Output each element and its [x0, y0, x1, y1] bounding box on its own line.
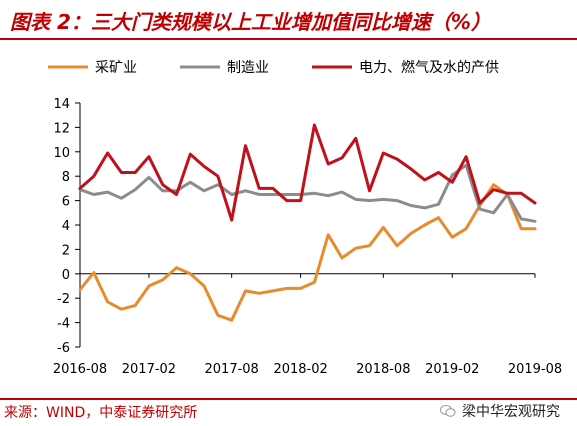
legend-label: 制造业 — [227, 60, 269, 76]
y-tick-label: 6 — [62, 195, 70, 210]
plot-area — [78, 123, 537, 322]
y-tick-label: 4 — [62, 219, 70, 234]
legend-label: 电力、燃气及水的产供 — [359, 59, 499, 76]
y-axis: -6 -4 -2 0 2 4 6 8 10 12 14 — [53, 97, 81, 356]
y-tick-label: 10 — [53, 146, 70, 161]
wechat-icon — [440, 405, 456, 417]
y-tick-label: -4 — [57, 317, 70, 332]
title-rule — [0, 38, 577, 40]
y-tick-label: -6 — [57, 341, 70, 356]
y-tick-label: 12 — [53, 121, 70, 136]
x-tick-label: 2017-02 — [122, 362, 176, 377]
x-tick-label: 2016-08 — [53, 362, 107, 377]
y-tick-label: 2 — [62, 243, 70, 258]
x-axis: 2016-08 2017-02 2017-08 2018-02 2018-08 2019-… — [53, 273, 562, 377]
source-note: 来源：WIND，中泰证券研究所 — [4, 405, 198, 421]
legend: 采矿业 制造业 电力、燃气及水的产供 — [48, 59, 499, 76]
x-tick-label: 2019-02 — [425, 362, 479, 377]
line-chart: 采矿业 制造业 电力、燃气及水的产供 -6 -4 -2 0 2 4 6 8 10 12 14 2016-… — [48, 59, 562, 377]
series-line-2 — [78, 123, 537, 222]
watermark: 梁中华宏观研究 — [440, 401, 560, 421]
legend-label: 采矿业 — [95, 60, 137, 76]
x-tick-label: 2018-02 — [273, 362, 327, 377]
chart-title: 图表 2：三大门类规模以上工业增加值同比增速（%） — [10, 10, 491, 34]
y-tick-label: 8 — [62, 170, 70, 185]
y-tick-label: -2 — [57, 292, 70, 307]
series-line-1 — [78, 163, 537, 223]
watermark-text: 梁中华宏观研究 — [462, 404, 560, 420]
y-tick-label: 14 — [53, 97, 70, 112]
x-tick-label: 2018-08 — [356, 362, 410, 377]
x-tick-label: 2019-08 — [508, 362, 562, 377]
footer-rule — [0, 398, 577, 400]
y-tick-label: 0 — [62, 268, 70, 283]
series-line-0 — [78, 183, 537, 322]
x-tick-label: 2017-08 — [205, 362, 259, 377]
